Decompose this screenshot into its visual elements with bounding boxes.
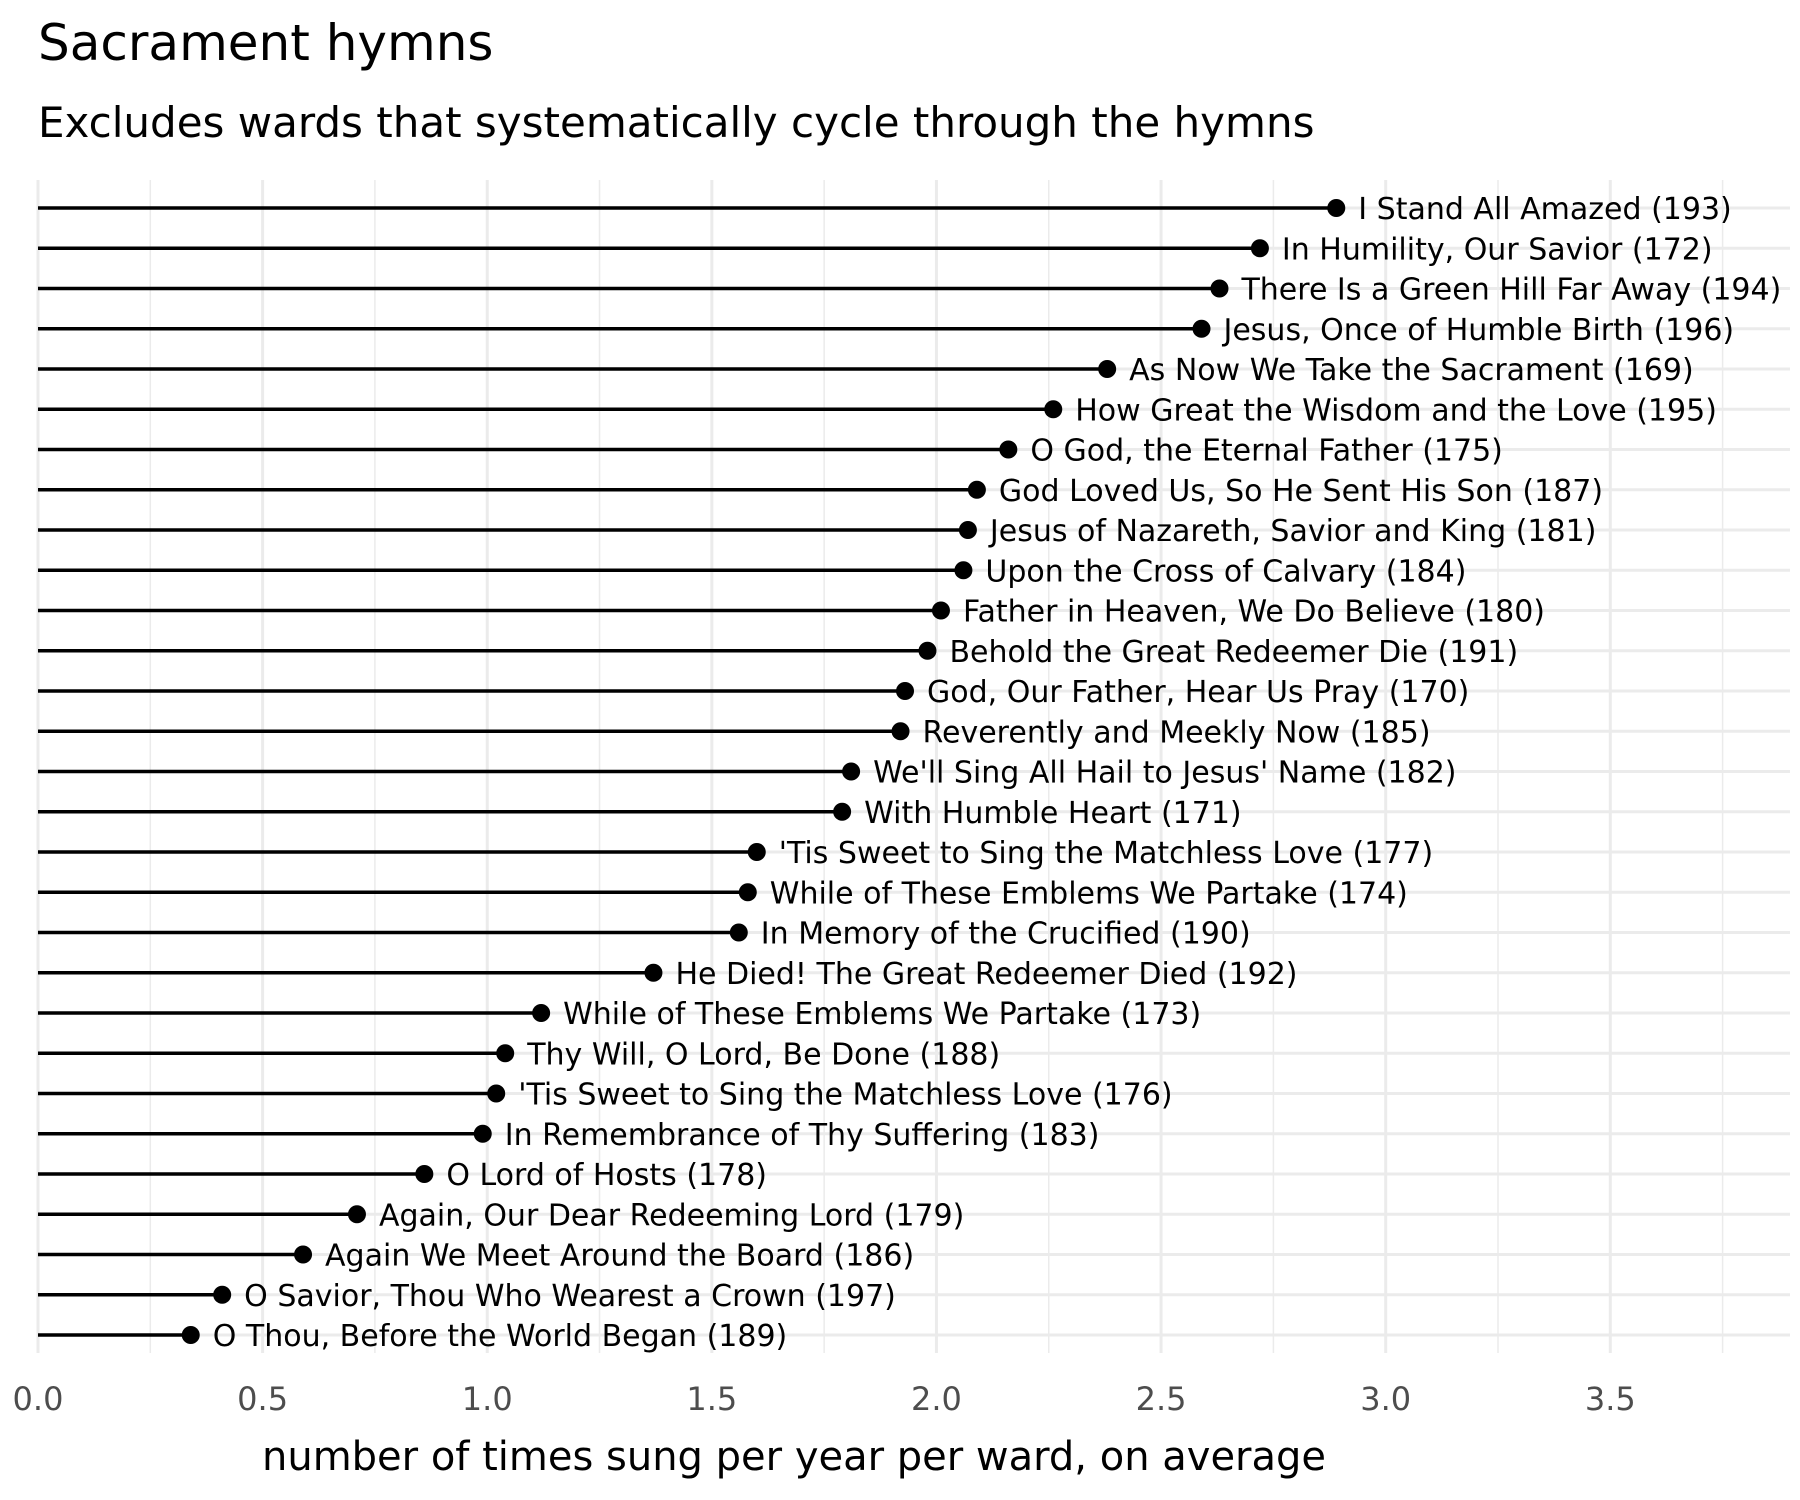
lollipop-label: Behold the Great Redeemer Die (191) (949, 635, 1518, 670)
lollipop-label: 'Tis Sweet to Sing the Matchless Love (1… (779, 836, 1433, 871)
lollipop-point (833, 802, 852, 821)
lollipop-point (747, 843, 766, 861)
lollipop-label: How Great the Wisdom and the Love (195) (1075, 393, 1717, 428)
lollipop-point (958, 521, 977, 539)
lollipop-point (1210, 279, 1229, 298)
lollipop-label: In Memory of the Crucified (190) (761, 917, 1251, 952)
x-tick-label: 0.5 (237, 1380, 288, 1418)
lollipop-label: Upon the Cross of Calvary (184) (985, 554, 1466, 589)
lollipop-label: 'Tis Sweet to Sing the Matchless Love (1… (518, 1078, 1172, 1113)
lollipop-point (1098, 360, 1117, 378)
lollipop-point (213, 1285, 232, 1304)
lollipop-label: O Savior, Thou Who Wearest a Crown (197) (244, 1279, 896, 1314)
lollipop-label: O Thou, Before the World Began (189) (213, 1319, 788, 1354)
lollipop-label: While of These Emblems We Partake (174) (770, 876, 1408, 911)
lollipop-label: Reverently and Meekly Now (185) (923, 715, 1431, 750)
chart-title: Sacrament hymns (38, 14, 494, 72)
lollipop-label: O Lord of Hosts (178) (446, 1158, 767, 1193)
lollipop-point (999, 440, 1018, 459)
lollipop-label: We'll Sing All Hail to Jesus' Name (182) (873, 756, 1456, 791)
chart-marks: I Stand All Amazed (193) In Humility, Our… (38, 192, 1781, 1354)
lollipop-point (738, 883, 757, 902)
lollipop-point (1250, 239, 1269, 258)
x-tick-label: 2.5 (1136, 1380, 1187, 1418)
lollipop-point (181, 1326, 200, 1344)
lollipop-point (896, 682, 915, 700)
lollipop-label: Father in Heaven, We Do Believe (180) (963, 595, 1545, 630)
lollipop-label: In Remembrance of Thy Suffering (183) (505, 1118, 1100, 1153)
lollipop-point (931, 601, 950, 620)
x-tick-label: 0.0 (13, 1380, 64, 1418)
lollipop-point (1044, 400, 1063, 419)
lollipop-label: Again We Meet Around the Board (186) (325, 1239, 914, 1274)
lollipop-label: Jesus of Nazareth, Savior and King (181) (988, 514, 1597, 549)
lollipop-point (842, 762, 861, 781)
lollipop-point (415, 1165, 434, 1183)
lollipop-point (918, 641, 937, 660)
lollipop-label: O God, the Eternal Father (175) (1030, 434, 1503, 469)
lollipop-point (496, 1044, 515, 1063)
lollipop-label: There Is a Green Hill Far Away (194) (1240, 273, 1781, 308)
lollipop-point (532, 1004, 551, 1022)
lollipop-label: God Loved Us, So He Sent His Son (187) (999, 474, 1603, 509)
chart-subtitle: Excludes wards that systematically cycle… (38, 98, 1315, 147)
lollipop-label: He Died! The Great Redeemer Died (192) (675, 957, 1297, 992)
lollipop-label: As Now We Take the Sacrament (169) (1129, 353, 1694, 388)
x-tick-label: 1.5 (686, 1380, 737, 1418)
lollipop-point (954, 561, 973, 580)
x-axis-title: number of times sung per year per ward, … (262, 1434, 1326, 1480)
lollipop-point (967, 480, 986, 499)
x-tick-label: 3.5 (1585, 1380, 1636, 1418)
lollipop-label: Thy Will, O Lord, Be Done (188) (526, 1037, 1000, 1072)
lollipop-point (294, 1245, 313, 1264)
lollipop-label: In Humility, Our Savior (172) (1282, 232, 1713, 267)
x-tick-label: 3.0 (1360, 1380, 1411, 1418)
lollipop-label: Again, Our Dear Redeeming Lord (179) (379, 1198, 964, 1233)
lollipop-label: Jesus, Once of Humble Birth (196) (1222, 313, 1735, 348)
x-axis-ticks: 0.0 0.5 1.0 1.5 2.0 2.5 3.0 3.5 (13, 1380, 1636, 1418)
lollipop-point (473, 1124, 492, 1143)
x-tick-label: 2.0 (911, 1380, 962, 1418)
lollipop-point (891, 722, 910, 741)
lollipop-point (487, 1084, 506, 1103)
lollipop-point (347, 1205, 366, 1224)
lollipop-point (1192, 319, 1211, 338)
lollipop-label: With Humble Heart (171) (864, 796, 1242, 831)
lollipop-label: I Stand All Amazed (193) (1358, 192, 1731, 227)
lollipop-point (1327, 199, 1346, 217)
lollipop-label: God, Our Father, Hear Us Pray (170) (927, 675, 1469, 710)
x-tick-label: 1.0 (462, 1380, 513, 1418)
lollipop-label: While of These Emblems We Partake (173) (563, 997, 1201, 1032)
lollipop-point (729, 923, 748, 942)
lollipop-point (644, 963, 663, 982)
